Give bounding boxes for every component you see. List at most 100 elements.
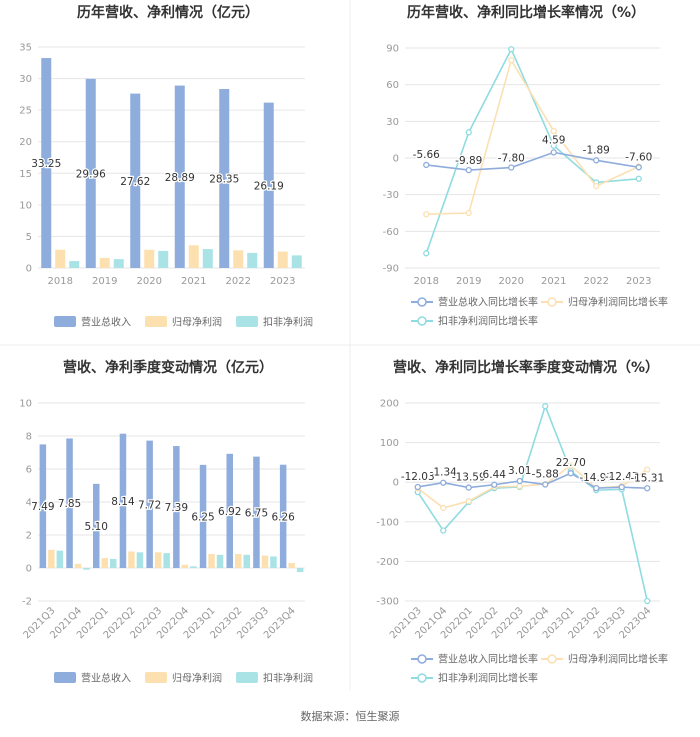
y-tick-label: 10 xyxy=(19,399,32,410)
x-tick-label: 2021 xyxy=(181,276,206,287)
data-point xyxy=(508,164,515,171)
data-label: 7.85 xyxy=(58,498,81,510)
data-label: 22.70 xyxy=(556,457,586,469)
data-point xyxy=(423,250,430,257)
data-point xyxy=(508,57,515,64)
x-tick-label: 2020 xyxy=(137,276,162,287)
y-tick-label: 30 xyxy=(386,117,399,128)
chart-title: 历年营收、净利情况（亿元） xyxy=(77,4,259,21)
data-point xyxy=(414,483,421,491)
data-point xyxy=(635,175,642,182)
series-line xyxy=(425,47,639,254)
x-tick-label: 2022 xyxy=(226,276,251,287)
legend-marker xyxy=(547,297,557,307)
y-tick-label: -90 xyxy=(383,264,399,275)
data-label: 26.19 xyxy=(254,180,284,192)
bar xyxy=(216,554,224,568)
y-tick-label: 4 xyxy=(26,498,32,509)
bar xyxy=(55,249,66,268)
y-tick-label: 8 xyxy=(26,432,32,443)
data-label: 28.35 xyxy=(209,173,239,185)
legend-label: 扣非净利润 xyxy=(263,316,313,329)
legend-swatch xyxy=(145,672,167,683)
y-tick-label: 0 xyxy=(26,564,32,575)
legend-swatch xyxy=(54,316,76,327)
x-tick-label: 2018 xyxy=(48,276,73,287)
bar xyxy=(128,551,135,568)
y-tick-label: 6 xyxy=(26,465,32,476)
x-tick-label: 2019 xyxy=(92,276,117,287)
data-label: -7.60 xyxy=(625,151,652,163)
data-label: 6.26 xyxy=(271,511,295,523)
series-line xyxy=(417,472,648,490)
legend-marker xyxy=(417,316,427,326)
x-tick-label: 2021 xyxy=(541,276,566,287)
legend-swatch xyxy=(145,316,167,327)
data-label: -1.34 xyxy=(430,467,457,479)
data-label: 7.72 xyxy=(138,499,161,511)
legend-label: 营业总收入同比增长率 xyxy=(438,296,538,309)
chart-title: 营收、净利同比增长率季度变动情况（%） xyxy=(393,359,659,376)
bar xyxy=(154,552,162,568)
data-label: 6.92 xyxy=(218,506,241,518)
y-tick-label: 0 xyxy=(393,478,399,489)
data-label: 33.25 xyxy=(31,158,61,170)
legend-label: 归母净利润 xyxy=(172,316,222,329)
data-point xyxy=(440,479,447,486)
y-tick-label: 0 xyxy=(26,264,32,275)
legend-label: 营业总收入同比增长率 xyxy=(438,653,538,666)
series-line xyxy=(426,58,640,216)
data-label: 7.49 xyxy=(31,501,54,513)
x-tick-label: 2023 xyxy=(626,276,651,287)
data-point xyxy=(593,157,600,164)
data-label: 4.59 xyxy=(542,134,565,146)
bar xyxy=(296,568,304,573)
y-tick-label: 200 xyxy=(380,399,399,410)
bar xyxy=(277,251,288,268)
legend-swatch xyxy=(236,672,258,683)
bar xyxy=(233,250,244,268)
legend-marker xyxy=(417,654,427,664)
bar xyxy=(208,553,215,568)
data-point xyxy=(635,164,642,171)
legend-label: 营业总收入 xyxy=(81,316,131,329)
bar xyxy=(74,563,82,568)
legend-swatch xyxy=(54,672,76,683)
y-tick-label: 5 xyxy=(26,232,32,243)
annual-growth-rate-chart: 历年营收、净利同比增长率情况（%） -90 -60 -30 0 30 60 90 -5.66 -9… xyxy=(383,4,668,328)
bar xyxy=(119,433,127,568)
bar xyxy=(219,88,230,269)
data-point xyxy=(465,484,472,491)
bar xyxy=(130,93,141,268)
y-tick-label: -300 xyxy=(376,597,399,608)
x-tick-label: 2018 xyxy=(414,276,439,287)
data-label: -1.89 xyxy=(583,144,610,156)
bar xyxy=(85,78,96,268)
data-label: 5.10 xyxy=(85,521,108,533)
data-point xyxy=(465,209,472,217)
legend-label: 扣非净利润 xyxy=(263,672,313,685)
bar xyxy=(190,566,197,568)
y-tick-label: -60 xyxy=(383,227,399,238)
data-point xyxy=(542,481,549,488)
y-tick-label: 0 xyxy=(393,154,399,165)
data-point xyxy=(550,149,557,156)
chart-title: 历年营收、净利同比增长率情况（%） xyxy=(407,4,645,21)
data-label: -7.80 xyxy=(498,153,525,165)
bar xyxy=(136,552,144,568)
data-label: -14.97 xyxy=(579,472,613,484)
bar xyxy=(226,453,233,568)
bar xyxy=(247,252,258,268)
data-point xyxy=(465,129,472,136)
data-label: 6.44 xyxy=(483,469,507,481)
x-tick-label: 2019 xyxy=(456,276,481,287)
data-label: -15.31 xyxy=(630,472,664,484)
bar xyxy=(66,438,73,568)
legend-label: 归母净利润 xyxy=(172,672,222,685)
y-tick-label: -30 xyxy=(383,190,399,201)
bar xyxy=(41,58,52,268)
legend-label: 扣非净利润同比增长率 xyxy=(438,315,538,328)
legend-label: 营业总收入 xyxy=(81,672,131,685)
bar xyxy=(263,102,274,268)
data-point xyxy=(440,527,447,534)
